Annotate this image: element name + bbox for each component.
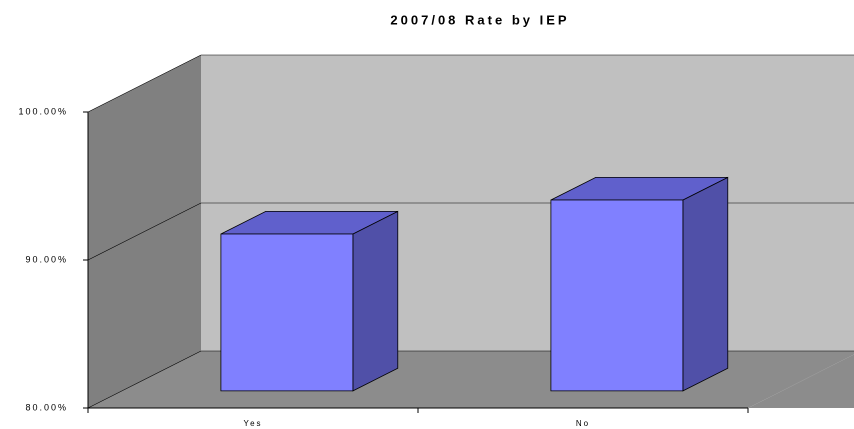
grid-line (87, 350, 202, 409)
y-tick-label: 80.00% (25, 402, 68, 412)
y-tick-label: 90.00% (25, 254, 68, 264)
bar (220, 233, 354, 392)
x-tick-label: No (576, 419, 590, 428)
grid-line (87, 54, 202, 113)
floor-right (748, 354, 854, 408)
floor (88, 351, 854, 408)
bar-side (682, 176, 729, 392)
x-tick-label: Yes (243, 419, 262, 428)
grid-line (87, 202, 202, 261)
bar-side (352, 210, 399, 392)
bar (550, 199, 684, 392)
y-tick-label: 100.00% (18, 106, 68, 116)
chart-title: 2007/08 Rate by IEP (390, 12, 569, 27)
